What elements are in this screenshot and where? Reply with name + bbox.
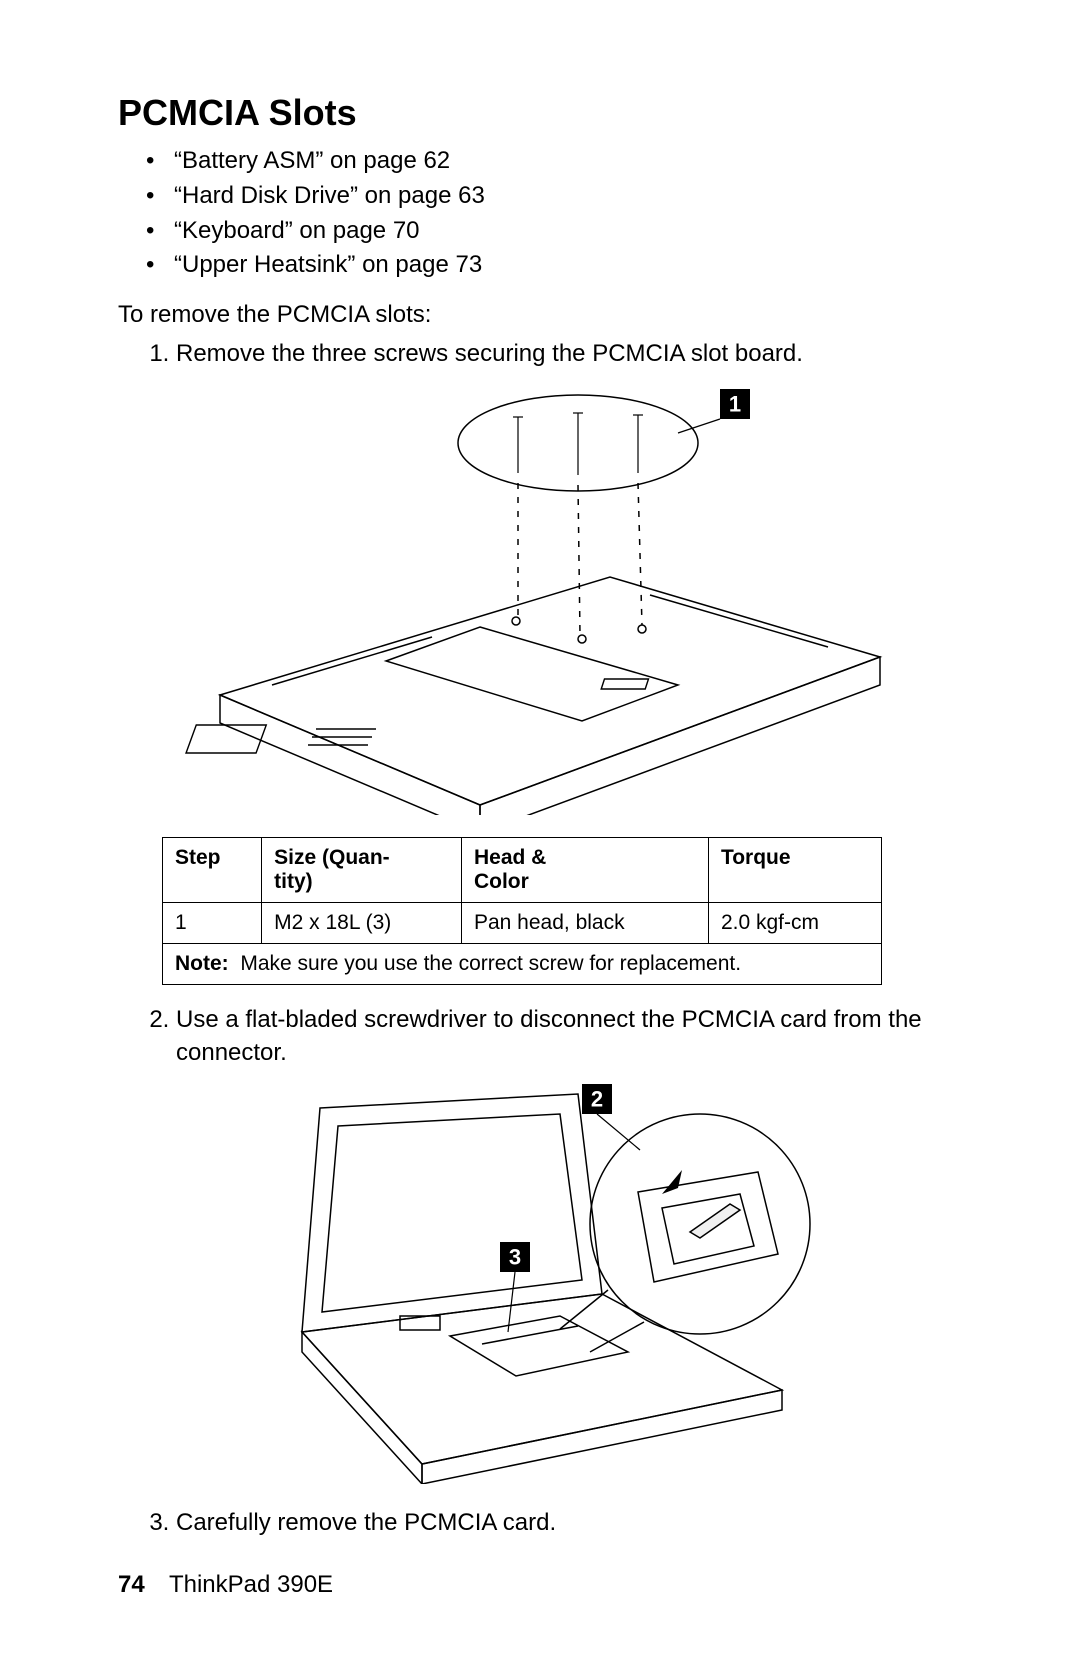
procedure-list-2: Use a flat-bladed screwdriver to disconn…: [118, 1003, 962, 1070]
procedure-list-3: Carefully remove the PCMCIA card.: [118, 1506, 962, 1540]
page-title: PCMCIA Slots: [118, 92, 962, 134]
callout-2: 2: [591, 1086, 603, 1111]
ref-item: “Battery ASM” on page 62: [174, 144, 962, 179]
diagram-2: 2 3: [230, 1084, 850, 1484]
cell-size: M2 x 18L (3): [262, 902, 462, 943]
page-number: 74: [118, 1571, 145, 1598]
ref-item: “Upper Heatsink” on page 73: [174, 248, 962, 283]
step-2: Use a flat-bladed screwdriver to disconn…: [176, 1003, 962, 1070]
reference-list: “Battery ASM” on page 62 “Hard Disk Driv…: [118, 144, 962, 283]
th-size: Size (Quan-tity): [262, 837, 462, 902]
callout-1: 1: [729, 391, 741, 416]
diagram-1: 1: [180, 385, 900, 815]
step-1: Remove the three screws securing the PCM…: [176, 337, 962, 371]
ref-item: “Keyboard” on page 70: [174, 214, 962, 249]
ref-item: “Hard Disk Drive” on page 63: [174, 179, 962, 214]
lead-text: To remove the PCMCIA slots:: [118, 301, 962, 329]
cell-step: 1: [163, 902, 262, 943]
page-footer: 74 ThinkPad 390E: [118, 1571, 333, 1599]
cell-torque: 2.0 kgf-cm: [708, 902, 881, 943]
table-note-row: Note: Make sure you use the correct scre…: [163, 943, 882, 984]
table-row: 1 M2 x 18L (3) Pan head, black 2.0 kgf-c…: [163, 902, 882, 943]
th-head: Head &Color: [461, 837, 708, 902]
cell-head: Pan head, black: [461, 902, 708, 943]
screw-table: Step Size (Quan-tity) Head &Color Torque…: [162, 837, 882, 985]
procedure-list: Remove the three screws securing the PCM…: [118, 337, 962, 371]
cell-note: Note: Make sure you use the correct scre…: [163, 943, 882, 984]
footer-title: ThinkPad 390E: [169, 1571, 333, 1598]
step-3: Carefully remove the PCMCIA card.: [176, 1506, 962, 1540]
th-torque: Torque: [708, 837, 881, 902]
th-step: Step: [163, 837, 262, 902]
callout-3: 3: [509, 1244, 521, 1269]
